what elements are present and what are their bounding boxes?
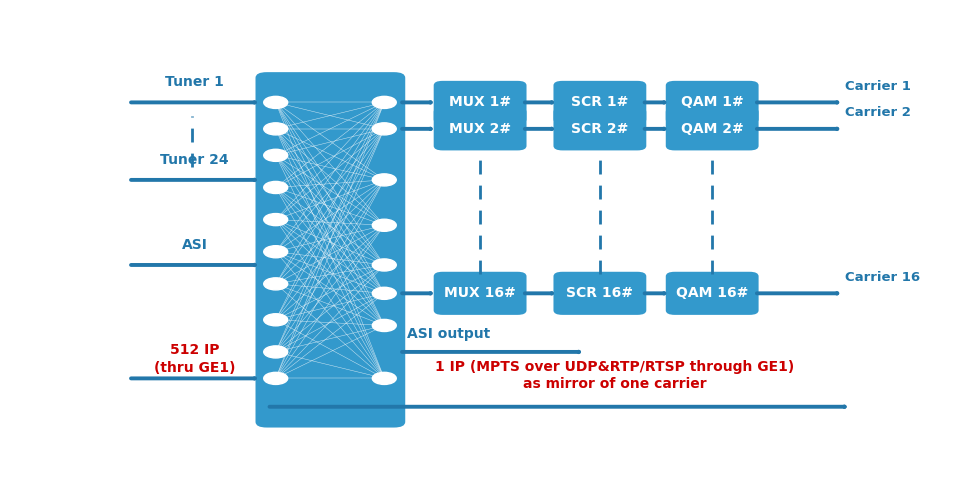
Text: ASI: ASI [182, 238, 208, 252]
FancyBboxPatch shape [666, 81, 758, 124]
Circle shape [372, 219, 396, 231]
Text: QAM 16#: QAM 16# [676, 286, 749, 300]
Circle shape [264, 278, 288, 290]
Circle shape [372, 174, 396, 186]
Circle shape [264, 123, 288, 135]
FancyBboxPatch shape [666, 108, 758, 150]
FancyBboxPatch shape [554, 108, 646, 150]
Text: Tuner 24: Tuner 24 [160, 153, 229, 166]
FancyBboxPatch shape [554, 81, 646, 124]
Circle shape [264, 214, 288, 226]
Text: SCR 16#: SCR 16# [566, 286, 634, 300]
Text: as mirror of one carrier: as mirror of one carrier [523, 377, 707, 391]
FancyBboxPatch shape [434, 108, 526, 150]
Circle shape [264, 346, 288, 358]
Text: Tuner 1: Tuner 1 [165, 75, 224, 89]
Text: SCR 2#: SCR 2# [571, 122, 629, 136]
Circle shape [264, 246, 288, 258]
Text: MUX 2#: MUX 2# [449, 122, 511, 136]
Text: Carrier 2: Carrier 2 [845, 107, 911, 119]
FancyBboxPatch shape [255, 72, 406, 428]
Circle shape [372, 123, 396, 135]
Circle shape [372, 372, 396, 384]
Circle shape [264, 96, 288, 109]
Text: 1 IP (MPTS over UDP&RTP/RTSP through GE1): 1 IP (MPTS over UDP&RTP/RTSP through GE1… [436, 360, 794, 374]
Circle shape [264, 314, 288, 326]
Text: ASI output: ASI output [408, 327, 491, 341]
Text: Carrier 1: Carrier 1 [845, 80, 911, 93]
FancyBboxPatch shape [434, 272, 526, 315]
Text: MUX 1#: MUX 1# [449, 95, 511, 109]
FancyBboxPatch shape [666, 272, 758, 315]
Circle shape [372, 287, 396, 300]
Text: MUX 16#: MUX 16# [444, 286, 516, 300]
FancyBboxPatch shape [434, 81, 526, 124]
Circle shape [372, 320, 396, 331]
Text: QAM 1#: QAM 1# [681, 95, 744, 109]
Text: 512 IP
(thru GE1): 512 IP (thru GE1) [154, 343, 236, 375]
FancyBboxPatch shape [554, 272, 646, 315]
Text: SCR 1#: SCR 1# [571, 95, 629, 109]
Circle shape [372, 96, 396, 109]
Text: Carrier 16: Carrier 16 [845, 271, 921, 284]
Text: QAM 2#: QAM 2# [681, 122, 744, 136]
Circle shape [264, 372, 288, 384]
Circle shape [264, 181, 288, 193]
Circle shape [372, 259, 396, 271]
Circle shape [264, 149, 288, 162]
